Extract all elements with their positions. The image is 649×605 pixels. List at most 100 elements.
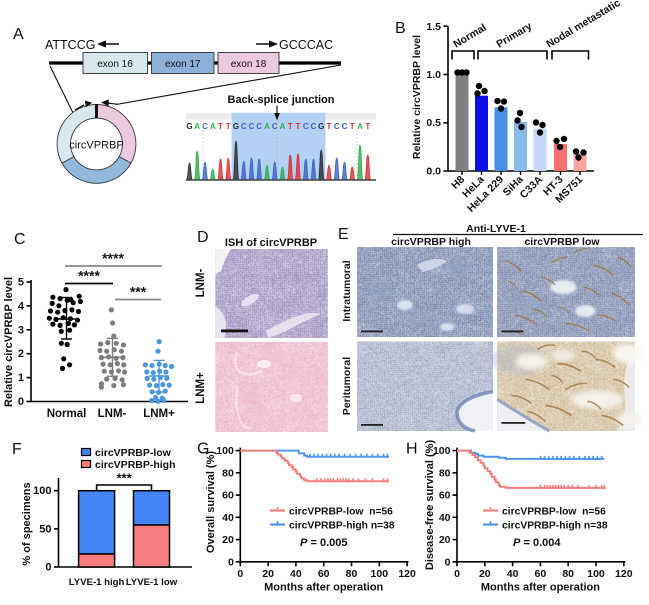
- svg-text:60: 60: [535, 568, 547, 580]
- svg-text:T: T: [226, 122, 231, 131]
- svg-text:***: ***: [130, 284, 147, 300]
- svg-text:A: A: [194, 122, 200, 131]
- svg-text:H: H: [406, 441, 418, 458]
- svg-text:T: T: [296, 122, 301, 131]
- svg-text:circVPRBP: circVPRBP: [69, 140, 123, 152]
- svg-text:B: B: [395, 20, 406, 37]
- svg-text:LNM-: LNM-: [195, 268, 207, 297]
- svg-text:100: 100: [33, 485, 51, 497]
- svg-text:40: 40: [439, 512, 451, 524]
- svg-text:20: 20: [262, 568, 274, 580]
- svg-text:120: 120: [615, 568, 633, 580]
- svg-text:Peritumoral: Peritumoral: [341, 357, 353, 415]
- svg-text:40: 40: [222, 512, 234, 524]
- svg-text:exon 16: exon 16: [97, 59, 133, 70]
- svg-text:T: T: [327, 122, 332, 131]
- svg-text:exon 17: exon 17: [165, 59, 201, 70]
- svg-text:ATTCCG: ATTCCG: [45, 38, 95, 52]
- svg-text:0.0: 0.0: [426, 166, 441, 178]
- svg-text:D: D: [197, 229, 209, 246]
- svg-text:F: F: [12, 441, 22, 458]
- svg-text:1.5: 1.5: [426, 21, 441, 33]
- svg-text:120: 120: [398, 568, 416, 580]
- svg-text:50: 50: [39, 523, 51, 535]
- svg-text:E: E: [338, 226, 349, 243]
- svg-text:4: 4: [18, 300, 25, 312]
- svg-text:circVPRBP-low n=56: circVPRBP-low n=56: [289, 507, 393, 518]
- svg-text:T: T: [288, 122, 293, 131]
- svg-text:5: 5: [18, 277, 24, 289]
- svg-text:Normal: Normal: [47, 408, 87, 420]
- svg-text:Intratumoral: Intratumoral: [341, 260, 353, 321]
- svg-text:exon 18: exon 18: [231, 59, 267, 70]
- svg-text:80: 80: [562, 568, 574, 580]
- svg-text:C: C: [256, 122, 262, 131]
- svg-text:% of specimens: % of specimens: [21, 482, 33, 565]
- svg-text:C: C: [249, 122, 255, 131]
- svg-text:G: G: [186, 122, 192, 131]
- svg-text:80: 80: [222, 467, 234, 479]
- svg-text:100: 100: [216, 445, 234, 457]
- svg-text:T: T: [218, 122, 223, 131]
- svg-text:1: 1: [18, 372, 24, 384]
- svg-text:T: T: [350, 122, 355, 131]
- svg-text:LNM+: LNM+: [195, 372, 207, 404]
- svg-text:= 0.005: = 0.005: [311, 537, 348, 549]
- svg-text:20: 20: [479, 568, 491, 580]
- svg-text:Months after operation: Months after operation: [481, 581, 600, 593]
- svg-text:0: 0: [228, 556, 234, 568]
- svg-text:C: C: [311, 122, 317, 131]
- svg-text:P: P: [300, 537, 308, 549]
- svg-text:C: C: [303, 122, 309, 131]
- svg-text:3: 3: [18, 324, 24, 336]
- svg-text:Disease-free survival (%): Disease-free survival (%): [424, 440, 436, 571]
- svg-text:GCCCAC: GCCCAC: [279, 38, 333, 52]
- svg-text:1.0: 1.0: [426, 69, 441, 81]
- svg-text:LYVE-1 low: LYVE-1 low: [126, 577, 178, 588]
- svg-text:G: G: [318, 122, 324, 131]
- svg-text:60: 60: [439, 490, 451, 502]
- svg-text:circVPRBP high: circVPRBP high: [391, 236, 471, 248]
- svg-text:Months after operation: Months after operation: [264, 581, 383, 593]
- svg-text:A: A: [280, 122, 286, 131]
- svg-text:circVPRBP-high: circVPRBP-high: [95, 459, 176, 471]
- svg-text:A: A: [210, 122, 216, 131]
- svg-text:A: A: [264, 122, 270, 131]
- svg-text:40: 40: [507, 568, 519, 580]
- svg-text:Relative circVPRBP level: Relative circVPRBP level: [3, 277, 15, 407]
- svg-text:C: C: [272, 122, 278, 131]
- svg-text:A: A: [13, 26, 24, 43]
- svg-text:G: G: [197, 441, 209, 458]
- svg-text:LNM+: LNM+: [143, 408, 175, 420]
- svg-text:C: C: [14, 231, 26, 248]
- svg-text:Relative circVPRBP level: Relative circVPRBP level: [411, 35, 423, 159]
- svg-text:circVPRBP-low n=56: circVPRBP-low n=56: [502, 507, 606, 518]
- svg-text:60: 60: [318, 568, 330, 580]
- svg-text:circVPRBP-high n=38: circVPRBP-high n=38: [289, 521, 395, 532]
- svg-text:Overall survival (%): Overall survival (%): [205, 451, 217, 553]
- svg-text:100: 100: [433, 445, 451, 457]
- svg-text:= 0.004: = 0.004: [524, 537, 562, 549]
- svg-text:40: 40: [290, 568, 302, 580]
- svg-text:C: C: [241, 122, 247, 131]
- svg-text:C: C: [202, 122, 208, 131]
- svg-text:C: C: [342, 122, 348, 131]
- svg-text:100: 100: [587, 568, 605, 580]
- svg-text:0: 0: [18, 396, 24, 408]
- svg-text:2: 2: [18, 348, 24, 360]
- svg-text:circVPRBP-high n=38: circVPRBP-high n=38: [502, 521, 608, 532]
- svg-text:circVPRBP low: circVPRBP low: [524, 236, 600, 248]
- svg-text:ISH of circVPRBP: ISH of circVPRBP: [225, 237, 317, 249]
- svg-text:80: 80: [439, 467, 451, 479]
- svg-text:100: 100: [371, 568, 389, 580]
- svg-text:C: C: [334, 122, 340, 131]
- svg-text:circVPRBP-low: circVPRBP-low: [95, 447, 172, 459]
- svg-text:LYVE-1 high: LYVE-1 high: [69, 577, 125, 588]
- svg-text:60: 60: [222, 490, 234, 502]
- svg-text:P: P: [513, 537, 521, 549]
- svg-text:0: 0: [454, 568, 460, 580]
- svg-text:0: 0: [45, 562, 51, 574]
- svg-text:0: 0: [445, 556, 451, 568]
- svg-text:80: 80: [346, 568, 358, 580]
- svg-text:LNM-: LNM-: [98, 408, 127, 420]
